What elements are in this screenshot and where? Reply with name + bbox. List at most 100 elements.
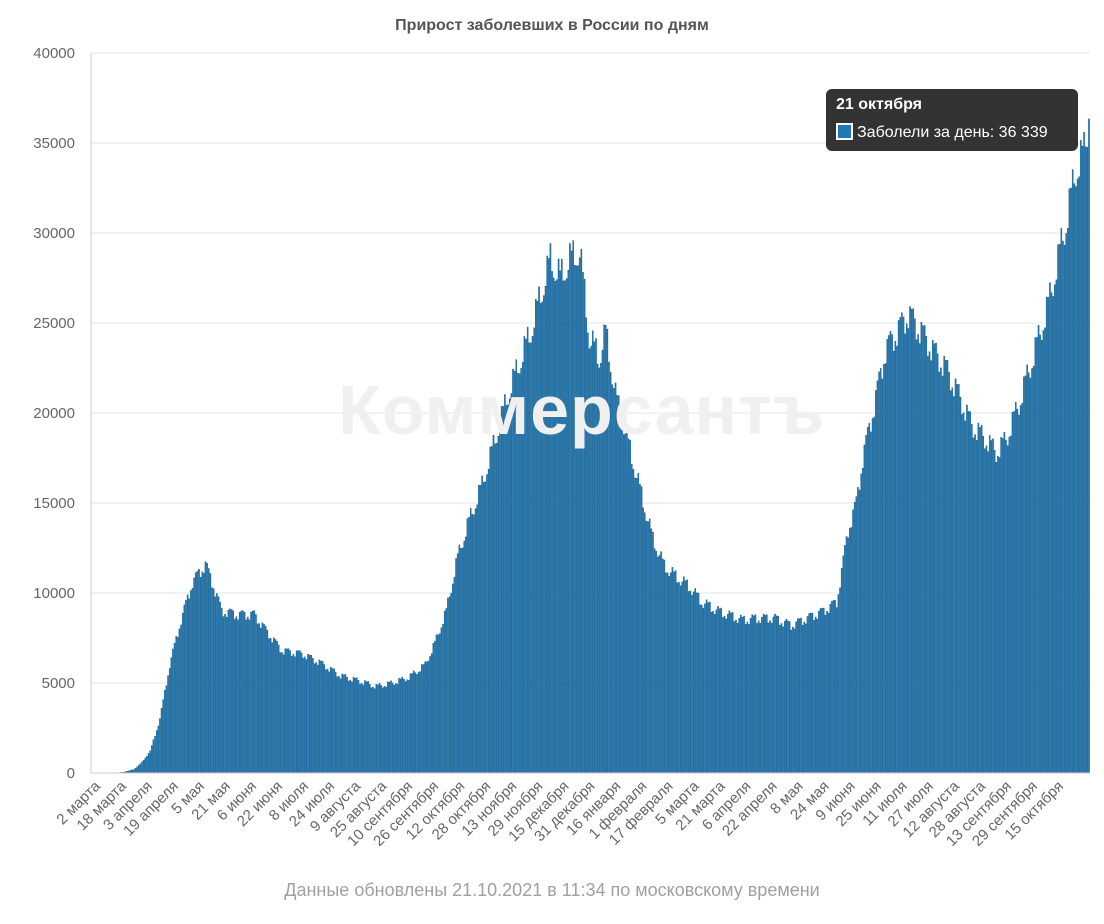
bar[interactable] <box>147 753 150 774</box>
bar[interactable] <box>427 660 430 774</box>
bar[interactable] <box>1000 437 1002 774</box>
bar[interactable] <box>266 629 269 774</box>
bar[interactable] <box>631 463 633 774</box>
bar[interactable] <box>198 569 200 774</box>
bar[interactable] <box>714 614 716 774</box>
bar[interactable] <box>482 482 485 774</box>
bar[interactable] <box>461 547 464 774</box>
bar[interactable] <box>855 496 858 774</box>
bar[interactable] <box>383 686 386 774</box>
bar[interactable] <box>1021 403 1024 774</box>
bar[interactable] <box>660 551 662 774</box>
bar[interactable] <box>691 594 693 774</box>
bar[interactable] <box>775 615 778 774</box>
bar[interactable] <box>146 756 148 774</box>
bar[interactable] <box>985 445 988 774</box>
bar[interactable] <box>264 626 267 774</box>
bar[interactable] <box>925 335 928 774</box>
bar[interactable] <box>386 681 389 774</box>
bar[interactable] <box>1001 438 1004 774</box>
bar[interactable] <box>997 455 999 774</box>
bar[interactable] <box>894 341 897 774</box>
bar[interactable] <box>414 672 417 774</box>
bar[interactable] <box>1034 337 1037 774</box>
bar[interactable] <box>434 641 436 774</box>
bar[interactable] <box>780 623 783 774</box>
bar[interactable] <box>1081 145 1084 774</box>
bar[interactable] <box>426 661 428 774</box>
bar[interactable] <box>447 597 449 774</box>
bar[interactable] <box>793 628 796 774</box>
bar[interactable] <box>401 676 404 774</box>
bar[interactable] <box>865 435 867 774</box>
bar[interactable] <box>689 590 692 774</box>
bar[interactable] <box>282 654 285 774</box>
bar[interactable] <box>704 603 706 774</box>
bar[interactable] <box>1028 372 1030 774</box>
bar[interactable] <box>896 345 898 774</box>
bar[interactable] <box>170 657 173 774</box>
bar[interactable] <box>281 652 283 774</box>
bar[interactable] <box>251 610 254 774</box>
bar[interactable] <box>715 609 718 774</box>
bar[interactable] <box>315 662 317 774</box>
bar[interactable] <box>207 568 210 774</box>
bar[interactable] <box>829 604 832 774</box>
bar[interactable] <box>917 334 919 774</box>
bar[interactable] <box>347 680 350 774</box>
bar[interactable] <box>357 680 360 774</box>
bar[interactable] <box>922 325 924 774</box>
bar[interactable] <box>1003 432 1006 774</box>
bar[interactable] <box>795 621 797 774</box>
bar[interactable] <box>1067 227 1069 774</box>
bar[interactable] <box>1049 282 1051 774</box>
bar[interactable] <box>862 467 864 774</box>
bar[interactable] <box>1058 244 1061 774</box>
bar[interactable] <box>834 599 836 774</box>
bar[interactable] <box>260 627 262 774</box>
bar[interactable] <box>992 438 994 774</box>
bar[interactable] <box>762 613 765 774</box>
bar[interactable] <box>645 520 648 774</box>
bar[interactable] <box>247 616 249 774</box>
bar[interactable] <box>1086 146 1089 774</box>
bar[interactable] <box>367 681 369 774</box>
bar[interactable] <box>928 351 931 774</box>
bar[interactable] <box>647 521 649 774</box>
bar[interactable] <box>783 620 786 774</box>
bar[interactable] <box>328 671 330 774</box>
bar[interactable] <box>683 576 685 774</box>
bar[interactable] <box>408 680 410 774</box>
bar[interactable] <box>508 398 511 774</box>
bar[interactable] <box>622 434 625 774</box>
bar[interactable] <box>253 610 256 774</box>
bar[interactable] <box>416 674 418 774</box>
bar[interactable] <box>336 676 339 774</box>
bar[interactable] <box>982 435 984 774</box>
bar[interactable] <box>958 384 960 774</box>
bar[interactable] <box>168 668 171 774</box>
bar[interactable] <box>439 633 441 774</box>
bar[interactable] <box>341 673 343 774</box>
bar[interactable] <box>840 567 843 774</box>
bar[interactable] <box>191 588 194 774</box>
bar[interactable] <box>424 661 426 774</box>
bar[interactable] <box>733 621 736 774</box>
bar[interactable] <box>650 528 653 774</box>
bar[interactable] <box>286 648 288 774</box>
bar[interactable] <box>883 363 885 774</box>
bar[interactable] <box>767 622 770 774</box>
bar[interactable] <box>871 418 874 774</box>
bar[interactable] <box>1031 368 1033 774</box>
bar[interactable] <box>385 686 387 774</box>
bar[interactable] <box>1057 244 1059 774</box>
bar[interactable] <box>1073 183 1076 774</box>
bar[interactable] <box>892 351 895 774</box>
bar[interactable] <box>256 623 259 774</box>
bar[interactable] <box>744 624 747 774</box>
bar[interactable] <box>432 643 435 774</box>
bar[interactable] <box>1039 334 1041 774</box>
bar[interactable] <box>984 448 986 774</box>
bar[interactable] <box>181 612 184 774</box>
bar[interactable] <box>356 677 358 774</box>
